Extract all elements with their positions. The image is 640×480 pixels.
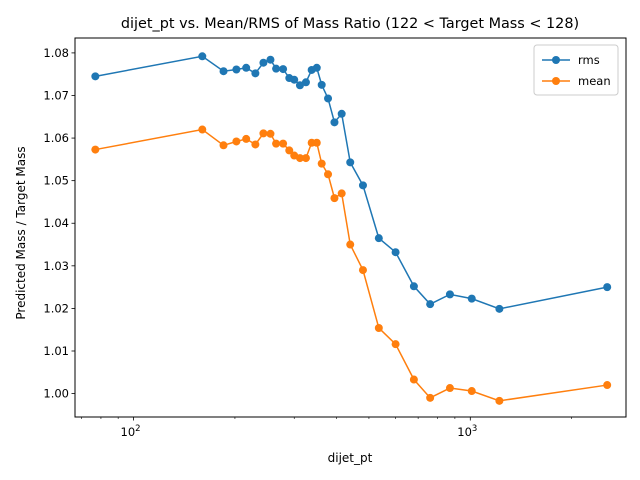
data-point-rms [358, 181, 367, 190]
legend-marker-rms [552, 56, 560, 64]
data-point-rms [324, 94, 333, 103]
data-point-mean [266, 129, 275, 138]
y-tick-label: 1.06 [43, 131, 69, 145]
y-tick-label: 1.01 [43, 344, 69, 358]
data-point-mean [198, 125, 207, 134]
data-point-mean [324, 170, 333, 179]
data-point-rms [467, 294, 476, 303]
data-point-rms [603, 283, 612, 292]
data-point-rms [295, 81, 304, 90]
y-axis-label: Predicted Mass / Target Mass [14, 146, 28, 319]
y-tick-label: 1.03 [43, 259, 69, 273]
data-point-mean [495, 396, 504, 405]
legend: rms mean [533, 44, 619, 96]
data-point-rms [232, 65, 241, 74]
data-point-mean [312, 138, 321, 147]
data-point-rms [91, 72, 100, 81]
data-point-rms [290, 75, 299, 84]
data-point-mean [295, 154, 304, 163]
y-tick-label: 1.08 [43, 46, 69, 60]
legend-label-mean: mean [578, 74, 611, 88]
data-point-mean [358, 266, 367, 275]
data-point-rms [409, 282, 418, 291]
data-point-rms [330, 118, 339, 127]
data-point-rms [259, 58, 268, 67]
data-point-mean [232, 137, 241, 146]
data-point-mean [259, 129, 268, 138]
data-point-mean [346, 240, 355, 249]
y-tick-label: 1.00 [43, 387, 69, 401]
data-point-mean [467, 387, 476, 396]
data-point-mean [409, 375, 418, 384]
data-point-rms [242, 63, 251, 72]
data-point-mean [91, 145, 100, 154]
data-point-mean [285, 146, 294, 155]
data-point-mean [251, 140, 260, 149]
y-tick-label: 1.04 [43, 216, 69, 230]
data-point-mean [330, 194, 339, 203]
data-point-rms [426, 300, 435, 309]
data-point-mean [603, 381, 612, 390]
data-point-rms [374, 234, 383, 243]
data-point-mean [391, 340, 400, 349]
data-point-mean [426, 393, 435, 402]
axes-frame [74, 37, 627, 418]
data-point-rms [391, 248, 400, 257]
chart-title: dijet_pt vs. Mean/RMS of Mass Ratio (122… [121, 16, 579, 32]
data-point-mean [337, 189, 346, 198]
y-tick-label: 1.02 [43, 301, 69, 315]
data-point-rms [272, 64, 281, 73]
data-point-rms [266, 55, 275, 64]
x-axis-label: dijet_pt [328, 451, 373, 465]
data-point-rms [312, 63, 321, 72]
data-point-mean [374, 324, 383, 332]
data-point-mean [317, 159, 326, 168]
data-point-rms [346, 158, 355, 167]
data-point-mean [219, 141, 228, 150]
data-point-rms [445, 290, 454, 299]
y-tick-label: 1.05 [43, 174, 69, 188]
y-tick-label: 1.07 [43, 88, 69, 102]
data-point-rms [198, 52, 207, 61]
data-point-rms [495, 304, 504, 313]
data-point-mean [242, 134, 251, 143]
data-point-rms [317, 80, 326, 89]
data-point-mean [301, 154, 310, 163]
data-point-mean [279, 139, 288, 148]
plot-area [91, 52, 612, 405]
legend-label-rms: rms [578, 53, 600, 67]
data-point-rms [251, 69, 260, 78]
data-point-mean [272, 139, 281, 148]
data-point-rms [279, 65, 288, 74]
legend-marker-mean [552, 77, 560, 85]
data-point-rms [219, 67, 228, 76]
data-point-rms [301, 78, 310, 87]
data-point-mean [445, 384, 454, 393]
data-point-rms [337, 109, 346, 118]
